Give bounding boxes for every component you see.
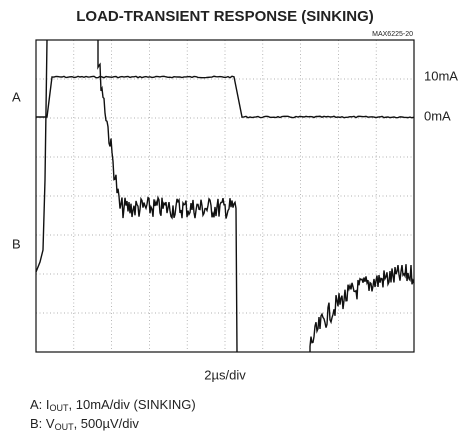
legend-line: B: VOUT, 500µV/div: [30, 416, 139, 432]
figure-title: LOAD-TRANSIENT RESPONSE (SINKING): [76, 8, 374, 25]
trace-label: A: [12, 89, 21, 104]
figure-code: MAX6225-20: [372, 31, 413, 38]
legend-line: A: IOUT, 10mA/div (SINKING): [30, 397, 196, 413]
screen-border: [35, 39, 415, 353]
trace-a: [36, 75, 415, 119]
level-label: 0mA: [424, 108, 451, 123]
level-label: 10mA: [424, 68, 458, 83]
trace-b: [35, 39, 415, 353]
grid: [36, 40, 414, 352]
trace-label: B: [12, 236, 21, 251]
time-scale: 2µs/div: [204, 367, 246, 382]
